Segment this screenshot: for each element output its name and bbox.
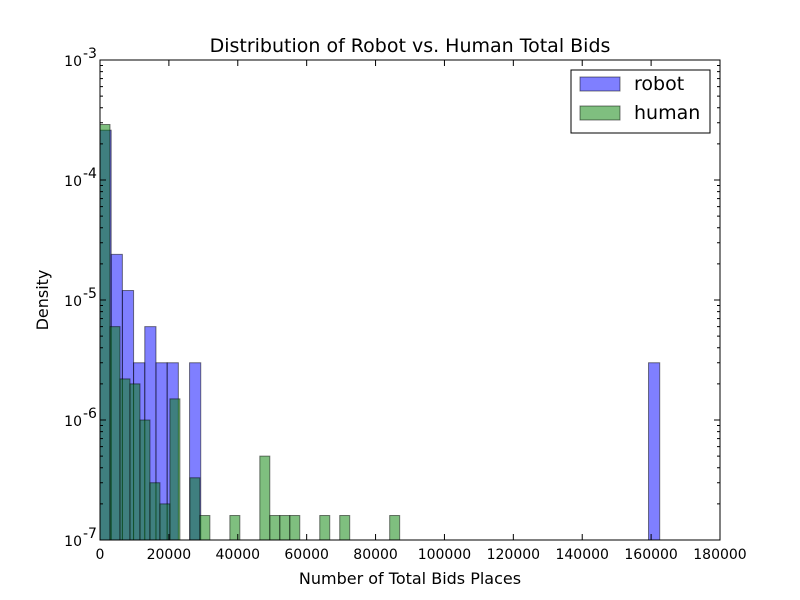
human-bar (289, 515, 301, 541)
human-bar (149, 482, 161, 541)
human-bar (99, 124, 111, 541)
human-bar (109, 326, 121, 541)
y-tick-label: 10 (64, 414, 82, 430)
human-bar (189, 477, 201, 541)
human-bar (169, 398, 181, 541)
x-tick-label: 60000 (284, 547, 329, 563)
human-bar (339, 515, 351, 541)
y-tick-label: 10 (64, 294, 82, 310)
human-bar (199, 515, 211, 541)
human-bar (129, 383, 141, 541)
x-axis-label: Number of Total Bids Places (299, 569, 521, 588)
y-tick-exponent: -5 (83, 286, 97, 302)
x-tick-label: 160000 (624, 547, 677, 563)
y-axis-label: Density (33, 270, 52, 331)
x-axis: 0 20000 40000 60000 80000 100000 120000 140000 1… (96, 60, 747, 563)
y-tick-exponent: -3 (83, 46, 97, 62)
human-bar (229, 515, 241, 541)
y-tick-exponent: -4 (83, 166, 97, 182)
x-tick-label: 0 (96, 547, 105, 563)
x-tick-label: 100000 (418, 547, 471, 563)
y-tick-label: 10 (64, 534, 82, 550)
robot-bar (648, 362, 661, 541)
human-bar (139, 419, 151, 541)
human-bar (279, 515, 291, 541)
human-bar (119, 378, 131, 541)
human-bar (389, 515, 401, 541)
human-legend-label: human (634, 102, 700, 124)
human-legend-swatch (579, 105, 621, 121)
legend: robot human (570, 69, 711, 134)
y-tick-label: 10 (64, 54, 82, 70)
y-axis: 10-710-610-510-410-3 (64, 46, 720, 550)
human-bar (319, 515, 331, 541)
human-bar (259, 455, 271, 541)
x-tick-label: 140000 (555, 547, 608, 563)
y-tick-exponent: -6 (83, 406, 97, 422)
y-tick-label: 10 (64, 174, 82, 190)
y-tick-exponent: -7 (83, 526, 97, 542)
x-tick-label: 120000 (487, 547, 540, 563)
robot-legend-label: robot (634, 73, 684, 95)
human-bar (269, 515, 281, 541)
x-tick-label: 180000 (693, 547, 746, 563)
x-tick-label: 20000 (147, 547, 192, 563)
x-tick-label: 80000 (353, 547, 398, 563)
x-tick-label: 40000 (216, 547, 261, 563)
robot-legend-swatch (579, 76, 621, 92)
chart-title: Distribution of Robot vs. Human Total Bi… (210, 35, 611, 57)
